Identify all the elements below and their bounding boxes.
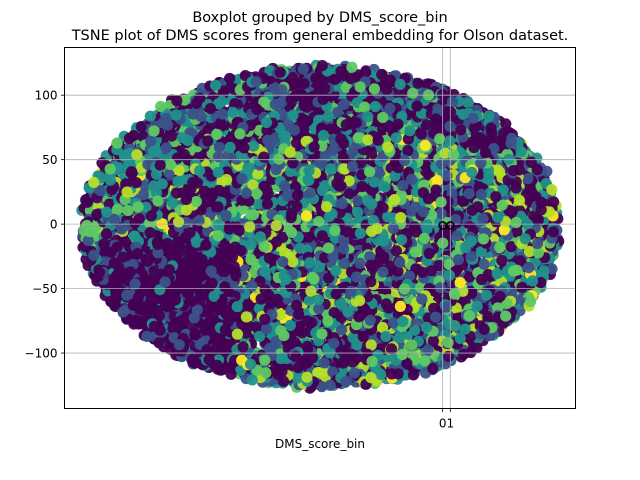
chart-subtitle: TSNE plot of DMS scores from general emb… <box>71 28 569 44</box>
chart-title: Boxplot grouped by DMS_score_bin <box>192 10 447 26</box>
scatter-point <box>373 167 385 179</box>
scatter-points <box>76 59 565 394</box>
